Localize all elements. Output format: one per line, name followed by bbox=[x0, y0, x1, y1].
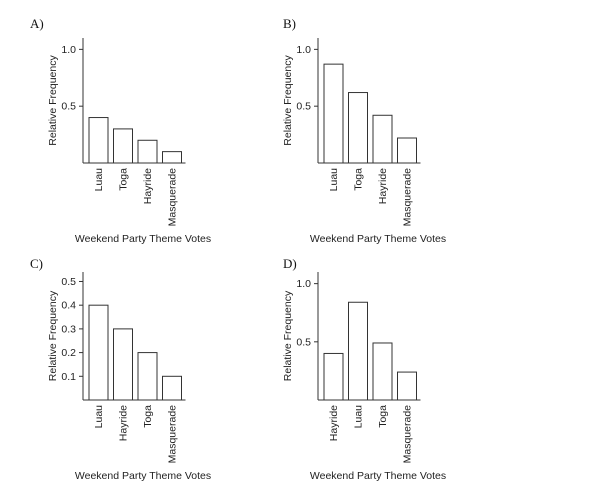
category-label: Toga bbox=[377, 405, 389, 428]
y-tick-label: 0.5 bbox=[61, 276, 76, 288]
x-axis-title: Weekend Party Theme Votes bbox=[75, 470, 211, 482]
bar-masquerade bbox=[162, 151, 182, 164]
bar-luau bbox=[88, 304, 109, 401]
y-tick-label: 0.1 bbox=[61, 371, 76, 383]
y-axis-title: Relative Frequency bbox=[282, 55, 294, 146]
bar-toga bbox=[348, 92, 368, 164]
bar-hayride bbox=[113, 328, 133, 401]
category-label: Hayride bbox=[377, 168, 389, 204]
category-label: Toga bbox=[118, 168, 130, 191]
y-axis-title: Relative Frequency bbox=[47, 55, 59, 146]
panel-label: A) bbox=[30, 16, 44, 31]
bar-hayride bbox=[137, 139, 158, 164]
category-label: Masquerade bbox=[167, 168, 179, 227]
bar-luau bbox=[323, 63, 344, 164]
panel-label: D) bbox=[283, 256, 297, 271]
bar-luau bbox=[348, 301, 368, 401]
category-label: Luau bbox=[328, 168, 340, 192]
panel-label: C) bbox=[30, 256, 43, 271]
x-axis-title: Weekend Party Theme Votes bbox=[75, 233, 211, 245]
x-axis-title: Weekend Party Theme Votes bbox=[310, 470, 446, 482]
category-label: Hayride bbox=[328, 405, 340, 441]
y-tick-label: 0.3 bbox=[61, 323, 76, 335]
x-axis-title: Weekend Party Theme Votes bbox=[310, 233, 446, 245]
bar-luau bbox=[88, 117, 109, 164]
y-tick-label: 0.5 bbox=[296, 101, 311, 113]
category-label: Masquerade bbox=[402, 405, 414, 464]
category-label: Hayride bbox=[142, 168, 154, 204]
category-label: Masquerade bbox=[402, 168, 414, 227]
bar-toga bbox=[113, 128, 133, 164]
bar-hayride bbox=[372, 114, 393, 164]
y-tick-label: 0.2 bbox=[61, 347, 76, 359]
category-label: Luau bbox=[353, 405, 365, 429]
y-axis-title: Relative Frequency bbox=[47, 290, 59, 381]
y-axis-title: Relative Frequency bbox=[282, 290, 294, 381]
bar-masquerade bbox=[397, 371, 417, 401]
bar-masquerade bbox=[397, 137, 417, 164]
category-label: Toga bbox=[142, 405, 154, 428]
category-label: Luau bbox=[93, 405, 105, 429]
category-label: Toga bbox=[353, 168, 365, 191]
y-tick-label: 1.0 bbox=[296, 44, 311, 56]
category-label: Luau bbox=[93, 168, 105, 192]
bar-toga bbox=[137, 352, 158, 401]
y-tick-label: 0.5 bbox=[296, 336, 311, 348]
y-tick-label: 1.0 bbox=[61, 44, 76, 56]
category-label: Hayride bbox=[118, 405, 130, 441]
y-tick-label: 0.5 bbox=[61, 101, 76, 113]
bar-masquerade bbox=[162, 375, 182, 401]
y-tick-label: 1.0 bbox=[296, 278, 311, 290]
bar-hayride bbox=[323, 352, 344, 401]
category-label: Masquerade bbox=[167, 405, 179, 464]
bar-toga bbox=[372, 342, 393, 401]
y-tick-label: 0.4 bbox=[61, 300, 76, 312]
panel-label: B) bbox=[283, 16, 296, 31]
